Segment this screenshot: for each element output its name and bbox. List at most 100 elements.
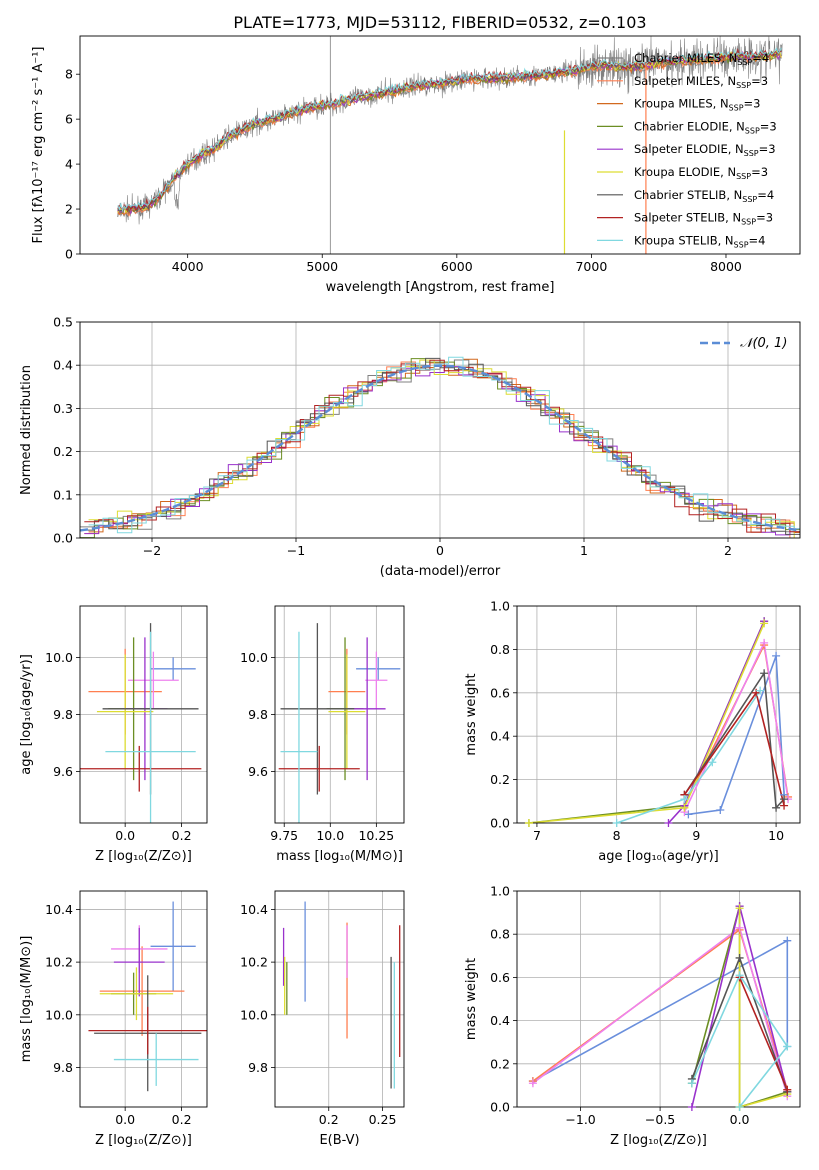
x-tick-label: 0 [436,543,444,558]
y-axis-label: mass weight [464,958,479,1040]
series-line [528,620,765,823]
data-point-marker [528,1079,537,1088]
y-tick-label: 0.0 [53,531,73,546]
y-tick-label: 4 [65,157,73,172]
x-axis-label: Z [log₁₀(Z/Z⊙)] [610,1133,707,1148]
y-tick-label: 2 [65,202,73,217]
plot-area [80,891,207,1107]
normal-curve [80,364,800,532]
x-axis-label: Z [log₁₀(Z/Z⊙)] [95,849,192,864]
plot-area [117,36,783,254]
histogram-step [80,358,800,538]
x-tick-label: −1 [287,543,305,558]
y-tick-label: 6 [65,112,73,127]
y-axis-label: Normed distribution [19,365,34,495]
x-tick-label: 10.0 [316,828,344,843]
panel-residual-histogram: −2 −1 0 1 2 0.0 0.1 0.2 0.3 0.4 0.5 (data-model)/er… [19,315,801,579]
data-point-marker [772,803,781,812]
y-tick-label: 10.0 [240,650,268,665]
data-point-marker [735,953,744,962]
series-line [688,655,785,816]
axes-frame [274,890,405,1108]
y-axis-label: age [log₁₀(age/yr)] [19,654,34,775]
y-tick-label: 10.0 [45,650,73,665]
legend-entry: Chabrier MILES, NSSP=4 [634,51,769,67]
plot-area [275,606,404,823]
data-point-marker [680,795,689,804]
series-line [683,670,785,810]
data-point-marker [783,936,792,945]
histogram-step [84,361,800,538]
y-tick-label: 0.4 [490,1013,510,1028]
data-point-marker [780,801,789,810]
x-tick-label: 0.0 [115,1112,135,1127]
y-tick-label: 9.6 [248,764,268,779]
y-tick-label: 0.8 [490,642,510,657]
data-point-marker [735,971,744,980]
series-line [738,977,789,1091]
data-point-marker [783,1042,792,1051]
data-point-marker [760,638,769,647]
x-tick-label: 8000 [710,259,742,274]
legend-entry: Salpeter ELODIE, NSSP=3 [634,142,776,158]
legend-entry: Chabrier STELIB, NSSP=4 [634,188,774,204]
y-tick-label: 10.0 [240,1007,268,1022]
legend-entry: Kroupa STELIB, NSSP=4 [634,233,765,249]
axes-frame [516,890,801,1108]
x-tick-label: 8 [613,828,621,843]
legend-entry: Kroupa ELODIE, NSSP=3 [634,165,768,181]
data-point-marker [687,1079,696,1088]
data-point-marker [760,669,769,678]
y-tick-label: 0.2 [490,772,510,787]
y-tick-label: 9.8 [53,707,73,722]
x-axis-label: age [log₁₀(age/yr)] [598,849,719,864]
series-line [528,623,765,823]
series-line [683,690,785,806]
series-line [616,690,761,823]
y-tick-label: 8 [65,67,73,82]
x-tick-label: 0.2 [172,1112,192,1127]
y-tick-label: 0.4 [490,729,510,744]
x-axis-label: Z [log₁₀(Z/Z⊙)] [95,1133,192,1148]
axes-frame [79,321,801,539]
panel-mass-weight-vs-Z: −1.0 −0.5 0.0 0.0 0.2 0.4 0.6 0.8 1.0 Z [log₁₀(Z/… [464,884,801,1148]
data-point-marker [772,651,781,660]
plot-area [80,322,800,538]
x-axis-label: (data-model)/error [380,564,501,579]
data-point-marker [664,819,673,827]
y-tick-label: 9.8 [53,1060,73,1075]
data-point-marker [760,619,769,628]
panel-age-vs-mass: 9.75 10.0 10.25 9.6 9.8 10.0 mass [log₁₀(M/M⊙)… [240,605,405,864]
x-tick-label: 4000 [172,259,204,274]
y-tick-label: 1.0 [490,884,510,899]
y-tick-label: 0.6 [490,685,510,700]
model-fit-line [117,47,782,213]
x-tick-label: 10.25 [358,828,394,843]
y-axis-label: mass weight [464,673,479,755]
y-tick-label: 9.8 [248,1060,268,1075]
data-point-marker [708,758,717,767]
y-tick-label: 0.0 [490,1100,510,1115]
x-tick-label: 5000 [306,259,338,274]
x-tick-label: 0.2 [319,1112,339,1127]
data-point-marker [612,819,621,827]
data-point-marker [756,686,765,695]
axes-frame [79,890,208,1108]
data-point-marker [735,923,744,932]
y-axis-label: mass [log₁₀(M/M⊙)] [19,936,34,1063]
x-tick-label: 6000 [441,259,473,274]
y-tick-label: 0.0 [490,816,510,831]
plot-area [275,891,404,1107]
figure-title: PLATE=1773, MJD=53112, FIBERID=0532, z=0… [233,13,646,32]
axes-frame [79,35,801,255]
x-tick-label: 9.75 [270,828,298,843]
y-tick-label: 0.1 [53,487,73,502]
x-tick-label: 0.0 [115,828,135,843]
y-tick-label: 0 [65,247,73,262]
plot-area [80,606,207,823]
x-axis-label: mass [log₁₀(M/M⊙)] [276,849,403,864]
x-tick-label: 0.2 [172,828,192,843]
legend-entry: Kroupa MILES, NSSP=3 [634,97,760,113]
panel-mass-weight-vs-age: 7 8 9 10 0.0 0.2 0.4 0.6 0.8 1.0 age [log₁₀(age/yr… [464,599,801,864]
legend-entry: Salpeter STELIB, NSSP=3 [634,211,773,227]
